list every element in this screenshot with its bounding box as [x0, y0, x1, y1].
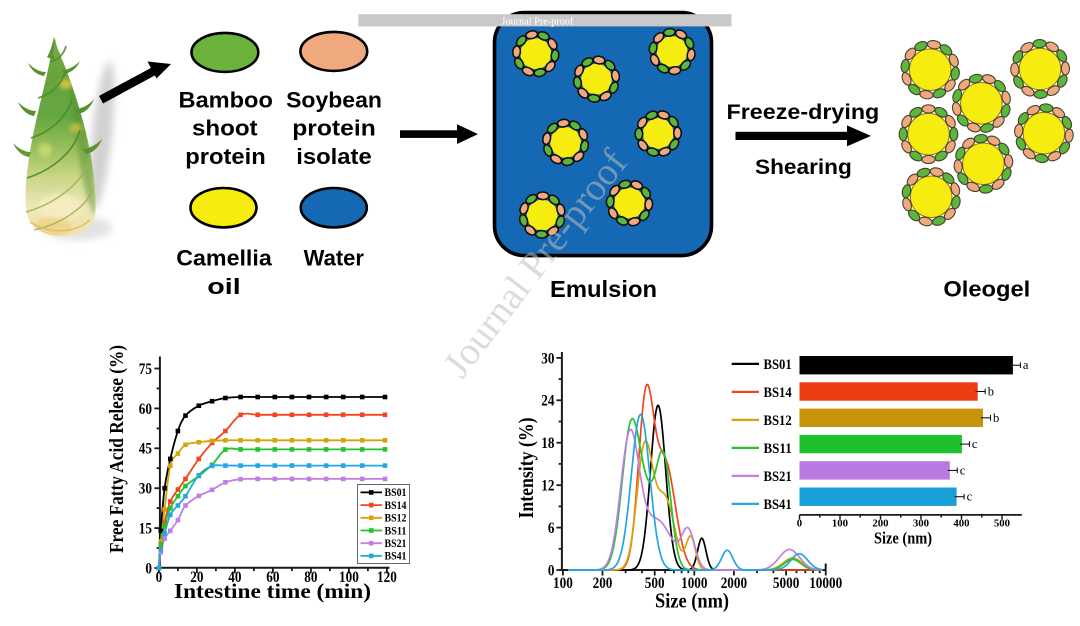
svg-text:0: 0	[145, 560, 152, 577]
svg-text:c: c	[960, 463, 966, 477]
svg-text:c: c	[967, 490, 973, 504]
svg-text:Water: Water	[304, 246, 365, 271]
svg-text:BS41: BS41	[764, 497, 792, 513]
svg-text:0: 0	[156, 569, 163, 586]
svg-text:80: 80	[304, 569, 317, 586]
svg-text:6: 6	[548, 520, 555, 537]
svg-text:60: 60	[266, 569, 279, 586]
svg-text:Journal Pre-proof: Journal Pre-proof	[501, 15, 573, 27]
svg-text:60: 60	[139, 401, 152, 418]
svg-text:BS21: BS21	[764, 469, 792, 485]
svg-text:BS12: BS12	[385, 513, 407, 525]
svg-text:BS12: BS12	[764, 413, 792, 429]
svg-text:45: 45	[139, 441, 152, 458]
svg-text:BS01: BS01	[764, 357, 792, 373]
svg-text:Intestine time (min): Intestine time (min)	[174, 579, 371, 603]
svg-text:BS14: BS14	[385, 500, 407, 512]
svg-text:30: 30	[541, 350, 554, 367]
svg-text:a: a	[1023, 358, 1029, 372]
svg-text:BS01: BS01	[385, 487, 407, 499]
svg-text:300: 300	[913, 518, 929, 530]
svg-text:Soybean: Soybean	[286, 87, 382, 112]
svg-text:Shearing: Shearing	[755, 155, 852, 179]
svg-text:2000: 2000	[721, 575, 747, 592]
svg-text:40: 40	[228, 569, 241, 586]
svg-text:shoot: shoot	[192, 116, 258, 141]
svg-text:Size (nm): Size (nm)	[874, 529, 932, 548]
svg-text:Bamboo: Bamboo	[179, 87, 273, 112]
svg-text:Free Fatty Acid Release (%): Free Fatty Acid Release (%)	[106, 345, 128, 553]
svg-text:0: 0	[797, 518, 802, 530]
svg-text:30: 30	[139, 481, 152, 498]
svg-text:BS41: BS41	[385, 551, 407, 563]
svg-text:isolate: isolate	[296, 144, 371, 169]
svg-text:BS21: BS21	[385, 538, 407, 550]
svg-text:18: 18	[541, 435, 554, 452]
svg-text:Oleogel: Oleogel	[943, 277, 1030, 302]
svg-text:500: 500	[994, 518, 1010, 530]
svg-text:BS14: BS14	[764, 385, 793, 401]
svg-text:24: 24	[541, 393, 554, 410]
svg-text:400: 400	[953, 518, 969, 530]
svg-text:Emulsion: Emulsion	[550, 276, 657, 302]
svg-text:protein: protein	[185, 144, 265, 169]
svg-text:c: c	[972, 437, 978, 451]
svg-text:75: 75	[139, 361, 152, 378]
svg-text:BS11: BS11	[385, 525, 407, 537]
svg-text:200: 200	[593, 575, 613, 592]
svg-text:Camellia: Camellia	[176, 246, 272, 271]
svg-text:200: 200	[872, 518, 888, 530]
svg-text:Freeze-drying: Freeze-drying	[727, 100, 880, 124]
svg-text:oil: oil	[207, 274, 240, 299]
svg-text:5000: 5000	[773, 575, 799, 592]
svg-text:0: 0	[548, 562, 555, 579]
svg-text:Size (nm): Size (nm)	[655, 589, 729, 613]
svg-text:100: 100	[553, 575, 573, 592]
svg-text:20: 20	[190, 569, 203, 586]
svg-text:Intensity (%): Intensity (%)	[514, 418, 538, 519]
svg-text:120: 120	[377, 569, 397, 586]
svg-text:15: 15	[139, 521, 152, 538]
svg-text:protein: protein	[292, 116, 376, 141]
svg-text:10000: 10000	[809, 575, 842, 592]
svg-text:100: 100	[339, 569, 359, 586]
svg-text:BS11: BS11	[764, 441, 792, 457]
svg-text:100: 100	[832, 518, 848, 530]
svg-text:12: 12	[541, 478, 554, 495]
svg-text:b: b	[988, 385, 994, 399]
svg-text:1000: 1000	[681, 575, 707, 592]
svg-text:b: b	[993, 411, 999, 425]
svg-text:500: 500	[645, 575, 665, 592]
